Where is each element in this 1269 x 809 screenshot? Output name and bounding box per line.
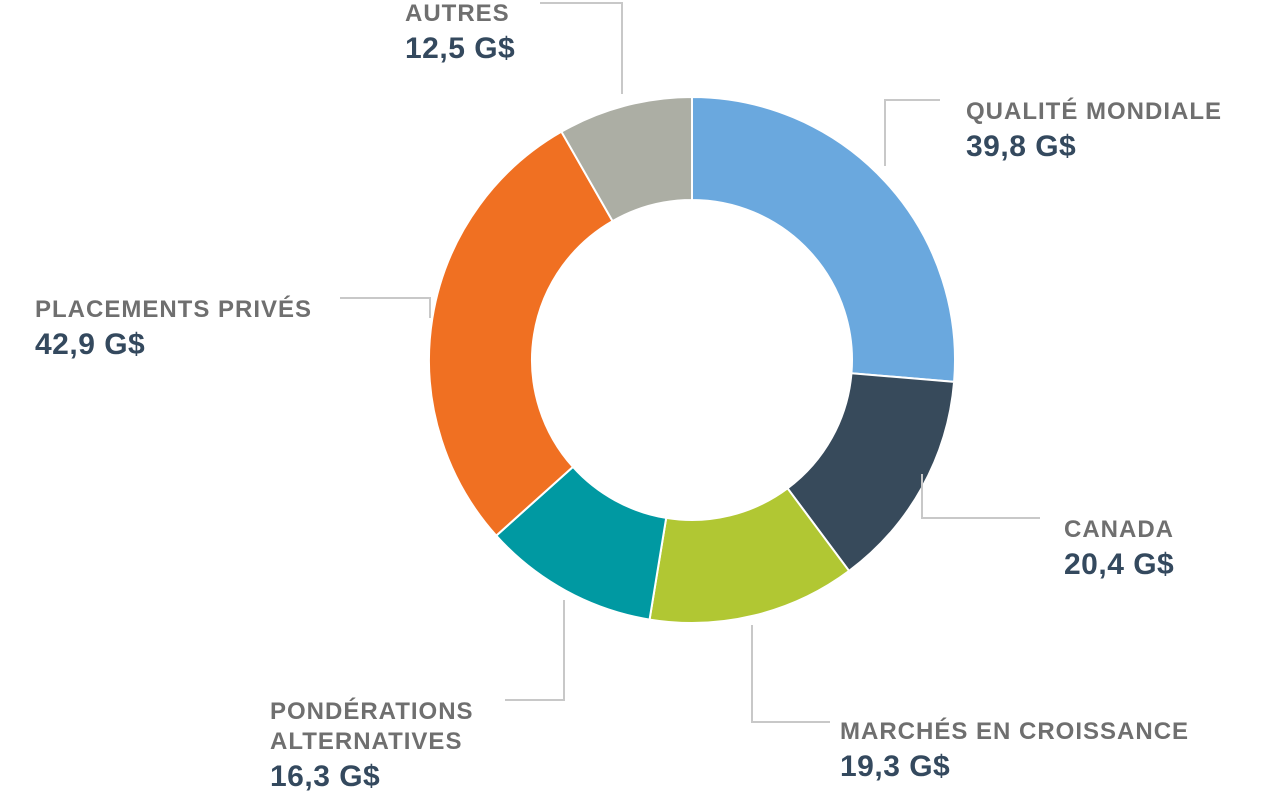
leader-line-canada	[921, 474, 1040, 519]
slice-value-qualite-mondiale: 39,8 G$	[966, 130, 1077, 163]
slice-label-canada: CANADA 20,4 G$	[1064, 518, 1174, 580]
slice-value-placements-prives: 42,9 G$	[35, 328, 146, 361]
leader-line-marches-en-croissance	[751, 625, 830, 723]
slice-name-autres: AUTRES	[405, 0, 510, 27]
slice-value-marches-en-croissance: 19,3 G$	[840, 750, 951, 783]
leader-line-ponderations-alternatives	[505, 600, 565, 701]
slice-qualite-mondiale	[691, 95, 956, 383]
slice-name-ponderations-line2: ALTERNATIVES	[270, 728, 463, 755]
leader-line-placements-prives	[340, 297, 431, 318]
slice-autres	[560, 95, 693, 223]
slice-name-ponderations-line1: PONDÉRATIONS	[270, 698, 474, 725]
slice-value-autres: 12,5 G$	[405, 32, 516, 65]
slice-name-canada: CANADA	[1064, 516, 1174, 543]
slice-name-placements-prives: PLACEMENTS PRIVÉS	[35, 296, 313, 323]
leader-line-autres	[540, 2, 623, 94]
leader-lines	[340, 2, 1040, 723]
donut-slices	[428, 95, 956, 624]
slice-label-marches-en-croissance: MARCHÉS EN CROISSANCE 19,3 G$	[840, 720, 1189, 782]
slice-name-marches-en-croissance: MARCHÉS EN CROISSANCE	[840, 718, 1190, 745]
slice-label-ponderations-alternatives: PONDÉRATIONS ALTERNATIVES 16,3 G$	[270, 700, 474, 792]
slice-label-placements-prives: PLACEMENTS PRIVÉS 42,9 G$	[35, 298, 312, 360]
slice-value-ponderations-alternatives: 16,3 G$	[270, 760, 381, 793]
slice-placements-prives	[428, 130, 614, 538]
slice-value-canada: 20,4 G$	[1064, 548, 1175, 581]
leader-line-qualite-mondiale	[884, 99, 940, 166]
slice-name-qualite-mondiale: QUALITÉ MONDIALE	[966, 98, 1222, 125]
slice-label-qualite-mondiale: QUALITÉ MONDIALE 39,8 G$	[966, 100, 1222, 162]
slice-label-autres: AUTRES 12,5 G$	[405, 2, 515, 64]
